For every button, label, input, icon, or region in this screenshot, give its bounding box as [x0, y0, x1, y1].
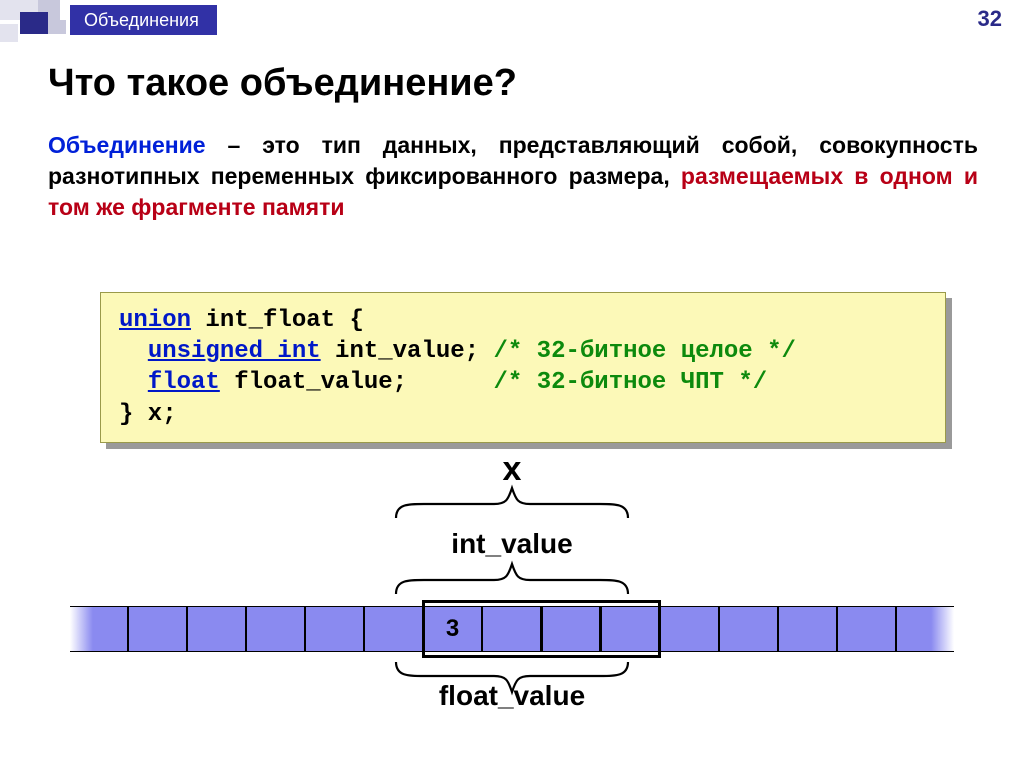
memory-cell: [837, 606, 896, 652]
code-comment: /* 32-битное ЧПТ */: [493, 369, 767, 396]
memory-cell: [246, 606, 305, 652]
page-number: 32: [978, 6, 1002, 32]
memory-cell: [305, 606, 364, 652]
memory-cell: [187, 606, 246, 652]
code-text: int_value;: [321, 338, 494, 365]
code-kw: union: [119, 307, 191, 334]
brace-float: [394, 660, 630, 694]
selected-byte: [541, 606, 600, 652]
memory-cell: [719, 606, 778, 652]
section-tab: Объединения: [70, 5, 217, 35]
memory-cell: [778, 606, 837, 652]
code-text: int_float {: [191, 307, 364, 334]
memory-cell: [128, 606, 187, 652]
code-text: } x;: [119, 401, 177, 428]
definition-term: Объединение: [48, 132, 206, 158]
section-tab-label: Объединения: [84, 10, 199, 31]
code-text: float_value;: [220, 369, 494, 396]
memory-diagram: x int_value float_value 3: [70, 450, 954, 750]
code-box: union int_float { unsigned int int_value…: [100, 292, 946, 443]
selected-byte: [483, 606, 542, 652]
code-comment: /* 32-битное целое */: [493, 338, 795, 365]
memory-cell: [660, 606, 719, 652]
code-kw: unsigned int: [148, 338, 321, 365]
memory-cell: [70, 606, 128, 652]
corner-decoration: [0, 0, 70, 45]
brace-x: [394, 486, 630, 520]
memory-cell: [896, 606, 954, 652]
selection-cells: 3: [424, 606, 660, 652]
var-label: x: [70, 450, 954, 489]
memory-cell: [364, 606, 423, 652]
page-title: Что такое объединение?: [48, 62, 517, 105]
int-label: int_value: [70, 528, 954, 560]
brace-int: [394, 562, 630, 596]
definition-paragraph: Объединение – это тип данных, представля…: [48, 130, 978, 223]
code-kw: float: [148, 369, 220, 396]
selected-byte: [600, 606, 659, 652]
selected-byte: 3: [424, 606, 483, 652]
